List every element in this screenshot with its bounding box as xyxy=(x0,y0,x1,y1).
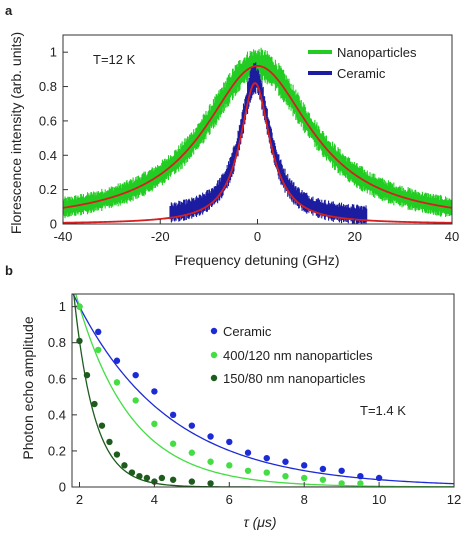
point-ceramic xyxy=(282,458,289,465)
point-150-80-nm-nanoparticles xyxy=(121,462,128,469)
x-tick-label-a: -40 xyxy=(54,229,73,244)
series-ceramic xyxy=(169,62,368,224)
y-tick-label-b: 0 xyxy=(59,480,66,495)
legend-label-ceramic: Ceramic xyxy=(337,66,386,81)
point-ceramic xyxy=(151,388,158,395)
y-tick-label-a: 0.6 xyxy=(39,113,57,128)
point-ceramic xyxy=(357,472,364,480)
point-400-120-nm-nanoparticles xyxy=(319,476,327,483)
chart-a: -40 -20 0 20 40 0 0.2 0.4 0.6 0.8 1 Frequency detu… xyxy=(8,32,459,268)
y-tick-label-b: 0.2 xyxy=(48,443,66,458)
legend-marker-150-80 xyxy=(210,374,218,382)
legend-marker-ceramic xyxy=(210,327,218,335)
point-150-80-nm-nanoparticles xyxy=(143,474,151,482)
point-ceramic xyxy=(132,371,139,379)
y-tick-label-a: 0.4 xyxy=(39,148,57,163)
point-ceramic xyxy=(263,454,270,462)
y-tick-label-b: 0.4 xyxy=(48,407,66,422)
y-tick-label-b: 0.6 xyxy=(48,371,66,386)
point-150-80-nm-nanoparticles xyxy=(158,474,166,482)
point-150-80-nm-nanoparticles xyxy=(91,400,98,408)
point-400-120-nm-nanoparticles xyxy=(226,462,233,469)
x-tick-label-b: 2 xyxy=(76,492,83,507)
point-400-120-nm-nanoparticles xyxy=(76,303,83,310)
x-tick-label-b: 10 xyxy=(372,492,386,507)
point-150-80-nm-nanoparticles xyxy=(151,478,158,485)
point-400-120-nm-nanoparticles xyxy=(188,449,196,456)
point-150-80-nm-nanoparticles xyxy=(113,451,121,458)
legend-b: Ceramic 400/120 nm nanoparticles 150/80 … xyxy=(210,324,373,386)
point-ceramic xyxy=(244,449,252,456)
point-150-80-nm-nanoparticles xyxy=(83,371,91,379)
point-150-80-nm-nanoparticles xyxy=(136,472,143,480)
y-axis-label-b: Photon echo amplitude xyxy=(20,316,36,459)
temperature-annotation-b: T=1.4 K xyxy=(360,403,406,418)
point-150-80-nm-nanoparticles xyxy=(76,337,83,345)
point-400-120-nm-nanoparticles xyxy=(132,397,139,404)
point-150-80-nm-nanoparticles xyxy=(106,438,113,446)
panel-label-a: a xyxy=(5,3,13,18)
point-ceramic xyxy=(301,462,308,469)
fit-ceramic xyxy=(72,294,454,485)
point-400-120-nm-nanoparticles xyxy=(151,420,158,428)
y-tick-label-a: 0 xyxy=(50,217,57,232)
y-tick-label-a: 0.8 xyxy=(39,79,57,94)
x-tick-label-b: 6 xyxy=(226,492,233,507)
point-ceramic xyxy=(169,411,177,419)
point-150-80-nm-nanoparticles xyxy=(98,422,106,429)
point-ceramic xyxy=(375,474,383,482)
point-150-80-nm-nanoparticles xyxy=(188,478,196,485)
point-ceramic xyxy=(319,465,327,473)
point-400-120-nm-nanoparticles xyxy=(244,467,252,474)
panel-label-b: b xyxy=(5,263,13,278)
legend-label-ceramic-b: Ceramic xyxy=(223,324,272,339)
y-axis-label-a: Florescence intensity (arb. units) xyxy=(8,32,24,234)
point-400-120-nm-nanoparticles xyxy=(95,346,102,354)
series-nanoparticles-fit xyxy=(63,65,452,209)
point-150-80-nm-nanoparticles xyxy=(207,480,214,487)
legend-label-150-80: 150/80 nm nanoparticles xyxy=(223,371,366,386)
legend-label-400-120: 400/120 nm nanoparticles xyxy=(223,348,373,363)
x-tick-label-a: -20 xyxy=(151,229,170,244)
x-axis-label-b: τ (μs) xyxy=(243,514,276,530)
point-400-120-nm-nanoparticles xyxy=(338,480,345,487)
legend-marker-400-120 xyxy=(210,351,218,359)
point-ceramic xyxy=(207,433,214,440)
point-400-120-nm-nanoparticles xyxy=(282,472,289,480)
y-tick-label-b: 1 xyxy=(59,299,66,314)
point-400-120-nm-nanoparticles xyxy=(169,440,177,447)
point-150-80-nm-nanoparticles xyxy=(128,469,136,476)
plot-frame-b xyxy=(71,293,455,488)
point-400-120-nm-nanoparticles xyxy=(301,474,308,482)
y-tick-label-a: 1 xyxy=(50,45,57,60)
x-tick-label-a: 20 xyxy=(348,229,362,244)
point-400-120-nm-nanoparticles xyxy=(207,458,214,465)
point-400-120-nm-nanoparticles xyxy=(357,480,364,487)
point-ceramic xyxy=(226,438,233,446)
series-ceramic-fit xyxy=(63,82,452,224)
point-ceramic xyxy=(95,328,102,336)
x-tick-label-a: 0 xyxy=(254,229,261,244)
point-400-120-nm-nanoparticles xyxy=(263,469,270,476)
x-tick-label-b: 8 xyxy=(301,492,308,507)
x-axis-label-a: Frequency detuning (GHz) xyxy=(175,252,340,268)
point-ceramic xyxy=(113,357,121,364)
point-ceramic xyxy=(188,422,196,429)
point-150-80-nm-nanoparticles xyxy=(169,476,177,483)
x-tick-label-b: 4 xyxy=(151,492,158,507)
y-tick-label-a: 0.2 xyxy=(39,182,57,197)
y-tick-label-b: 0.8 xyxy=(48,335,66,350)
x-tick-label-a: 40 xyxy=(445,229,459,244)
point-ceramic xyxy=(338,467,345,474)
chart-b: 2 4 6 8 10 12 0 0.2 0.4 0.6 0.8 1 τ (μs) Photon ech… xyxy=(20,293,461,530)
legend-label-nanoparticles: Nanoparticles xyxy=(337,45,417,60)
temperature-annotation-a: T=12 K xyxy=(93,52,136,67)
point-400-120-nm-nanoparticles xyxy=(113,379,121,386)
x-tick-label-b: 12 xyxy=(447,492,461,507)
legend-a: Nanoparticles Ceramic xyxy=(308,45,417,81)
